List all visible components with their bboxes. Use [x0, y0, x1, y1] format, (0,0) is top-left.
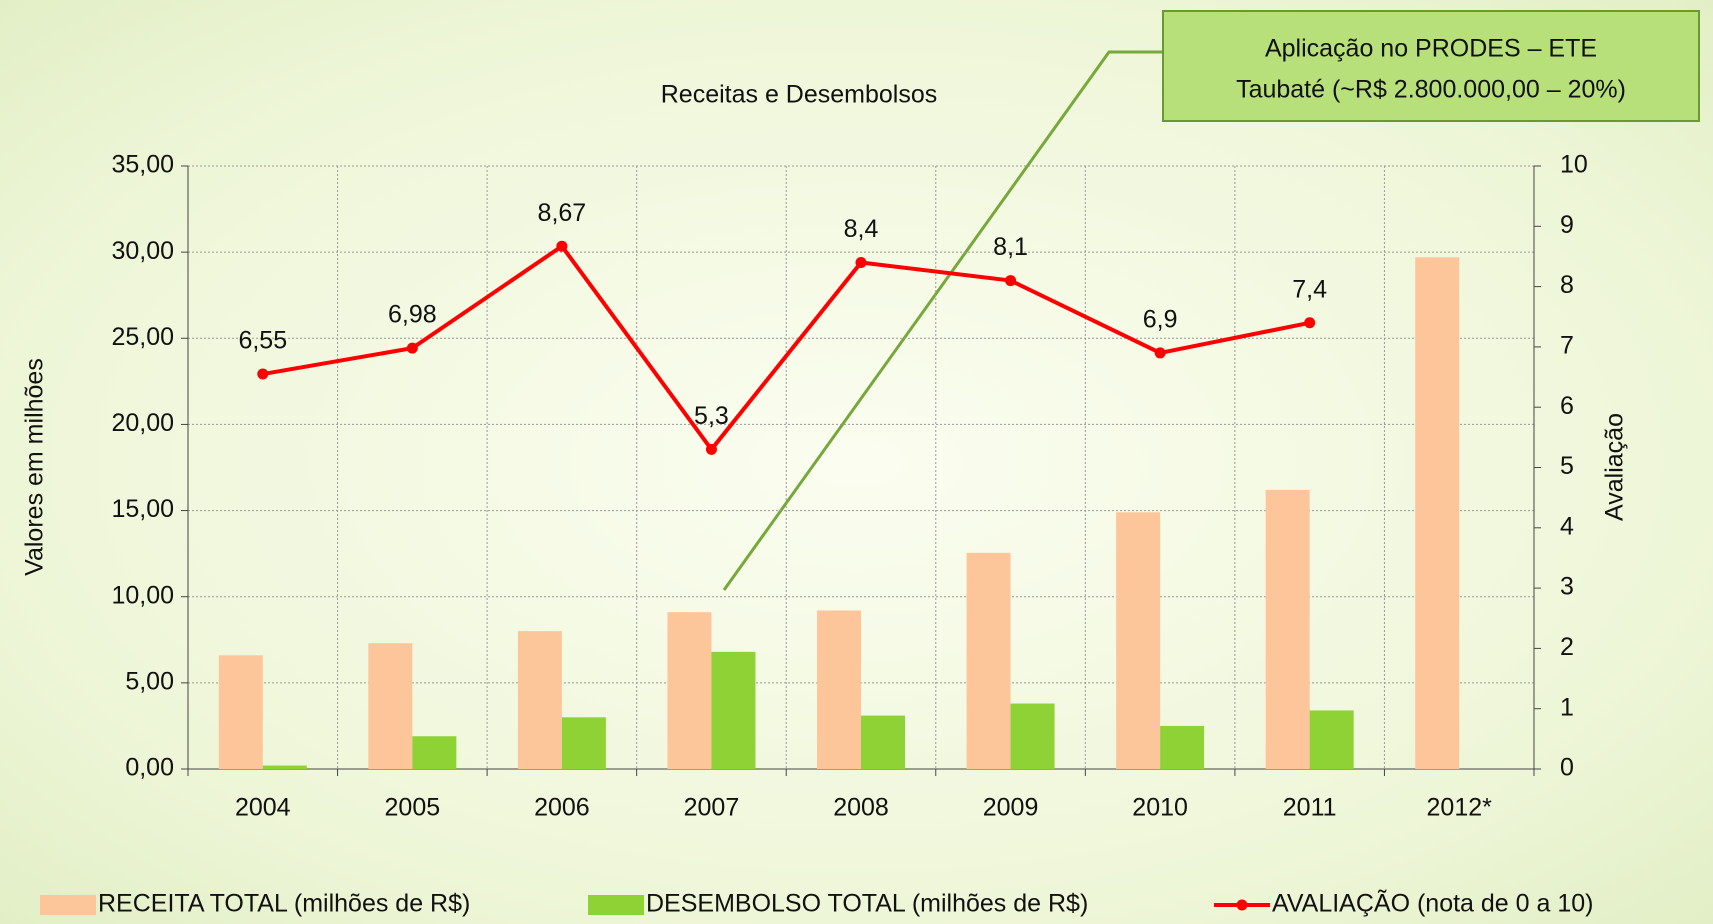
data-label: 7,4 — [1292, 275, 1327, 303]
annotation-box — [1163, 11, 1699, 121]
y2-tick-label: 10 — [1560, 151, 1588, 179]
y2-tick-label: 4 — [1560, 512, 1574, 540]
data-label: 6,98 — [388, 301, 437, 329]
line-marker — [257, 369, 268, 380]
y-tick-label: 5,00 — [125, 667, 174, 695]
x-tick-label: 2007 — [684, 794, 740, 822]
bar — [967, 553, 1011, 769]
data-label: 8,4 — [844, 215, 879, 243]
chart: Receitas e Desembolsos Valores em milhõe… — [0, 0, 1713, 924]
x-tick-label: 2011 — [1283, 794, 1337, 822]
data-label: 5,3 — [694, 402, 729, 430]
bar — [518, 631, 562, 769]
line-marker — [556, 241, 567, 252]
line-marker — [1005, 275, 1016, 286]
bar — [562, 717, 606, 769]
bar — [817, 610, 861, 769]
bar — [711, 652, 755, 769]
y-tick-label: 15,00 — [111, 495, 174, 523]
bar — [1266, 490, 1310, 769]
line-marker — [706, 444, 717, 455]
y-tick-label: 20,00 — [111, 409, 174, 437]
bar — [861, 716, 905, 769]
y-tick-label: 35,00 — [111, 151, 174, 179]
line-marker — [856, 257, 867, 268]
bar — [263, 766, 307, 769]
y2-tick-label: 8 — [1560, 271, 1574, 299]
bar — [1116, 512, 1160, 769]
y2-axis-label: Avaliação — [1601, 413, 1629, 521]
data-label: 8,1 — [993, 233, 1028, 261]
x-tick-label: 2009 — [983, 794, 1039, 822]
y2-tick-label: 6 — [1560, 392, 1574, 420]
x-tick-label: 2010 — [1132, 794, 1188, 822]
y2-tick-label: 2 — [1560, 633, 1574, 661]
line-marker — [407, 343, 418, 354]
bar — [667, 612, 711, 769]
bar — [1160, 726, 1204, 769]
bar — [1415, 257, 1459, 769]
chart-title: Receitas e Desembolsos — [661, 81, 938, 109]
y2-tick-label: 1 — [1560, 693, 1574, 721]
line-marker — [1304, 317, 1315, 328]
bar — [1011, 704, 1055, 769]
x-tick-label: 2005 — [385, 794, 441, 822]
y2-tick-label: 3 — [1560, 573, 1574, 601]
annotation-text: Taubaté (~R$ 2.800.000,00 – 20%) — [1236, 76, 1626, 104]
y-tick-label: 25,00 — [111, 323, 174, 351]
annotation-text: Aplicação no PRODES – ETE — [1265, 35, 1597, 63]
data-label: 6,55 — [238, 327, 287, 355]
y2-tick-label: 0 — [1560, 754, 1574, 782]
data-label: 6,9 — [1143, 306, 1178, 334]
y2-tick-label: 5 — [1560, 452, 1574, 480]
legend-swatch — [40, 895, 96, 915]
line-marker — [1155, 347, 1166, 358]
bar — [368, 643, 412, 769]
bar — [219, 655, 263, 769]
page: Receitas e Desembolsos Valores em milhõe… — [0, 0, 1713, 924]
legend-label: AVALIAÇÃO (nota de 0 a 10) — [1272, 889, 1593, 918]
x-tick-label: 2004 — [235, 794, 291, 822]
y2-tick-label: 7 — [1560, 332, 1574, 360]
y-tick-label: 10,00 — [111, 581, 174, 609]
x-tick-label: 2012* — [1427, 794, 1493, 822]
legend-label: DESEMBOLSO TOTAL (milhões de R$) — [646, 890, 1088, 918]
bar — [412, 736, 456, 769]
legend-label: RECEITA TOTAL (milhões de R$) — [98, 890, 470, 918]
bar — [1310, 710, 1354, 769]
legend-swatch — [588, 895, 644, 915]
y2-tick-label: 9 — [1560, 211, 1574, 239]
y-axis-label: Valores em milhões — [21, 358, 49, 576]
x-tick-label: 2006 — [534, 794, 590, 822]
legend-swatch — [1237, 900, 1248, 911]
x-tick-label: 2008 — [833, 794, 889, 822]
y-tick-label: 30,00 — [111, 237, 174, 265]
data-label: 8,67 — [538, 199, 587, 227]
y-tick-label: 0,00 — [125, 754, 174, 782]
